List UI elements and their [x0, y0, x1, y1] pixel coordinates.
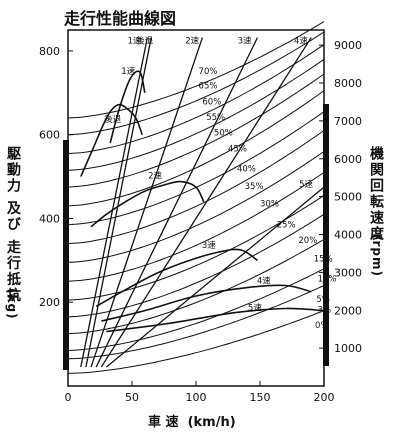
gear-speed-line: [80, 37, 148, 368]
resistance-curve: [67, 194, 325, 301]
resistance-label: 15%: [314, 255, 333, 265]
right-axis-unit: (rpm): [370, 234, 384, 277]
resistance-label: 10%: [318, 274, 337, 284]
resistance-curve: [67, 73, 325, 188]
tractive-force-label: 5速: [248, 304, 262, 314]
resistance-label: 35%: [245, 182, 264, 192]
y-right-tick-label: 8000: [334, 77, 362, 90]
x-tick-label: 200: [314, 391, 335, 404]
y-left-tick-label: 400: [39, 212, 60, 225]
gear-speed-label: 1速: [128, 36, 142, 46]
y-right-tick-label: 5000: [334, 191, 362, 204]
tractive-force-curve: [109, 70, 146, 144]
resistance-curve: [67, 44, 325, 155]
tractive-force-label: 3速: [202, 241, 216, 251]
gear-speed-label: 4速: [294, 36, 308, 46]
resistance-curves: 70% 65% 60% 55% 50% 45% 40% 35% 30% 25%20% 15% 10% 5…: [67, 21, 337, 374]
tractive-force-curve: [101, 284, 312, 322]
right-axis-label: 機関回転速度: [368, 146, 384, 242]
y-right-tick-label: 4000: [334, 229, 362, 242]
tractive-force-curve: [95, 248, 258, 308]
resistance-curve: [67, 171, 325, 282]
resistance-label: 3%: [318, 306, 332, 316]
gear-speed-label: 5速: [299, 180, 313, 190]
resistance-label: 5%: [316, 295, 330, 305]
resistance-label: 45%: [228, 144, 247, 154]
resistance-label: 60%: [202, 98, 221, 108]
resistance-label: 50%: [214, 129, 233, 139]
resistance-label: 30%: [260, 200, 279, 210]
y-left-tick-label: 200: [39, 296, 60, 309]
resistance-curve: [67, 238, 325, 335]
x-axis-label: 車 速 (km/h): [148, 414, 236, 430]
x-tick-label: 100: [186, 391, 207, 404]
y-left-tick-label: 600: [39, 129, 60, 142]
y-right-tick-label: 1000: [334, 342, 362, 355]
y-right-tick-label: 6000: [334, 153, 362, 166]
resistance-label: 70%: [199, 67, 218, 77]
gear-speed-label: 後退: [136, 35, 154, 46]
tractive-force-label: 後退: [104, 114, 122, 125]
chart-title: 走行性能曲線図: [63, 9, 176, 28]
tractive-force-label: 2速: [148, 172, 162, 182]
plot-frame: [67, 29, 325, 387]
tractive-force-curve: [90, 180, 205, 228]
resistance-label: 20%: [298, 236, 317, 246]
left-axis-label: 駆動力 及び 走行抵抗: [5, 146, 21, 304]
tractive-force-curve: [80, 103, 143, 177]
resistance-label: 0%: [315, 321, 329, 331]
resistance-curve: [67, 130, 325, 245]
resistance-curve: [67, 310, 325, 374]
y-right-tick-label: 2000: [334, 304, 362, 317]
y-right-tick-label: 3000: [334, 266, 362, 279]
resistance-curve: [67, 90, 325, 207]
resistance-curve: [67, 268, 325, 351]
gear-speed-line: [105, 186, 325, 368]
resistance-label: 25%: [277, 221, 296, 231]
y-right-tick-label: 9000: [334, 39, 362, 52]
tractive-force-curve: [106, 307, 325, 333]
x-tick-label: 50: [125, 391, 139, 404]
tractive-force-label: 1速: [121, 67, 135, 77]
right-scale-bar: [323, 104, 329, 366]
x-tick-label: 150: [250, 391, 271, 404]
left-axis-unit: (kg): [5, 288, 19, 320]
gear-speed-line: [85, 37, 152, 368]
gear-speed-line: [90, 37, 204, 368]
resistance-curve: [67, 31, 325, 136]
resistance-curve: [67, 285, 325, 360]
gear-speed-label: 2速: [185, 36, 199, 46]
resistance-label: 55%: [206, 113, 225, 123]
resistance-label: 65%: [199, 82, 218, 92]
gear-speed-line: [95, 37, 259, 368]
gear-speed-label: 3速: [238, 36, 252, 46]
x-tick-label: 0: [65, 391, 72, 404]
left-scale-bar: [63, 140, 69, 370]
tractive-force-label: 4速: [257, 276, 271, 286]
resistance-curve: [67, 151, 325, 263]
resistance-label: 40%: [237, 165, 256, 175]
axis-ticks: 0 50 100 150 200 200 400 600 800 1000 2000 3000 4000…: [39, 39, 362, 404]
y-left-tick-label: 800: [39, 45, 60, 58]
resistance-curve: [67, 58, 325, 171]
y-right-tick-label: 7000: [334, 115, 362, 128]
